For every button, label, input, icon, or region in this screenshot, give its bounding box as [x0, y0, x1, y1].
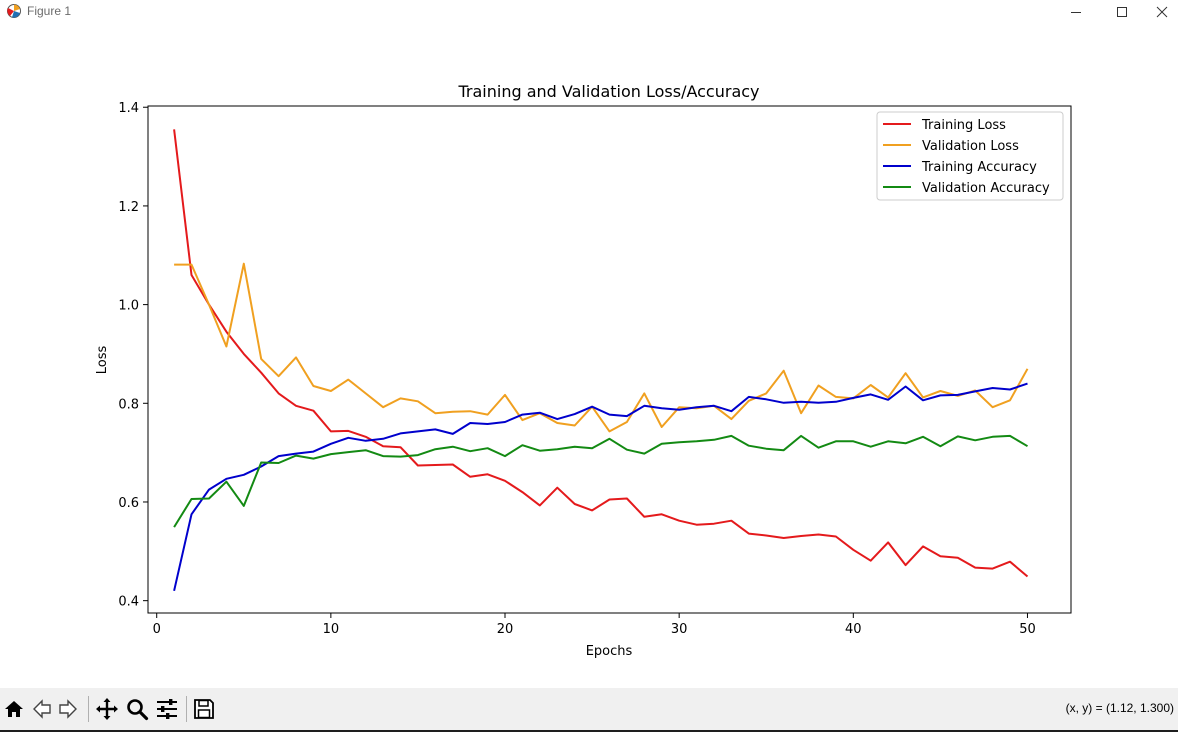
y-axis-ticks: 0.4 0.6 0.8 1.0 1.2 1.4	[118, 101, 148, 610]
close-icon	[1156, 6, 1167, 18]
y-tick-label: 0.4	[118, 595, 139, 610]
configure-subplots-button[interactable]	[154, 696, 180, 722]
y-tick-label: 1.0	[118, 299, 139, 314]
x-tick-label: 30	[671, 622, 688, 637]
window-title: Figure 1	[27, 4, 72, 18]
maximize-icon	[1117, 7, 1127, 17]
toolbar-separator	[88, 696, 89, 722]
legend-box	[876, 111, 1064, 201]
legend-label-training-loss: Training Loss	[921, 118, 1006, 133]
y-tick-label: 1.2	[118, 200, 139, 215]
legend-label-validation-loss: Validation Loss	[922, 139, 1019, 154]
figure-canvas[interactable]: 0 10 20 30 40 50 0.4 0.6 0.8 1.0 1.2 1.4 Training …	[0, 24, 1178, 688]
x-tick-label: 10	[323, 622, 340, 637]
legend-label-validation-accuracy: Validation Accuracy	[922, 181, 1050, 196]
close-button[interactable]	[1145, 0, 1178, 24]
y-tick-label: 1.4	[118, 101, 139, 116]
series-layer	[173, 129, 1029, 592]
home-icon	[5, 701, 23, 717]
home-button[interactable]	[1, 696, 27, 722]
matplotlib-app-icon	[7, 4, 21, 18]
legend: Training Loss Validation Loss Training Acc…	[876, 111, 1064, 201]
save-icon	[194, 699, 214, 719]
series-line-validation-accuracy	[173, 434, 1029, 528]
y-tick-label: 0.6	[118, 496, 139, 511]
configure-subplots-icon	[157, 699, 177, 719]
series-line-validation-loss	[174, 262, 1029, 433]
zoom-icon	[127, 699, 149, 721]
x-tick-label: 40	[845, 622, 862, 637]
zoom-button[interactable]	[124, 696, 150, 722]
window-bottom-edge	[0, 730, 1178, 732]
x-tick-label: 20	[497, 622, 514, 637]
cursor-coordinates: (x, y) = (1.12, 1.300)	[1065, 701, 1174, 715]
maximize-button[interactable]	[1099, 0, 1145, 24]
pan-button[interactable]	[94, 696, 120, 722]
back-arrow-icon	[33, 699, 51, 719]
x-tick-label: 50	[1019, 622, 1036, 637]
x-axis-label: Epochs	[586, 644, 633, 659]
minimize-button[interactable]	[1053, 0, 1099, 24]
save-button[interactable]	[191, 696, 217, 722]
chart-title: Training and Validation Loss/Accuracy	[457, 82, 759, 101]
forward-button[interactable]	[55, 696, 81, 722]
toolbar-separator	[186, 696, 187, 722]
chart-svg: 0 10 20 30 40 50 0.4 0.6 0.8 1.0 1.2 1.4 Training …	[95, 82, 1072, 659]
x-tick-label: 0	[153, 622, 161, 637]
legend-label-training-accuracy: Training Accuracy	[921, 160, 1037, 175]
y-axis-label: Loss	[95, 346, 110, 375]
back-button[interactable]	[29, 696, 55, 722]
forward-arrow-icon	[59, 699, 77, 719]
window-titlebar: Figure 1	[0, 0, 1178, 24]
series-line-training-accuracy	[173, 382, 1028, 592]
navigation-toolbar: (x, y) = (1.12, 1.300)	[0, 688, 1178, 732]
minimize-icon	[1071, 12, 1081, 13]
pan-icon	[96, 698, 118, 720]
x-axis-ticks: 0 10 20 30 40 50	[153, 613, 1036, 637]
series-line-training-loss	[173, 129, 1029, 578]
y-tick-label: 0.8	[118, 397, 139, 412]
